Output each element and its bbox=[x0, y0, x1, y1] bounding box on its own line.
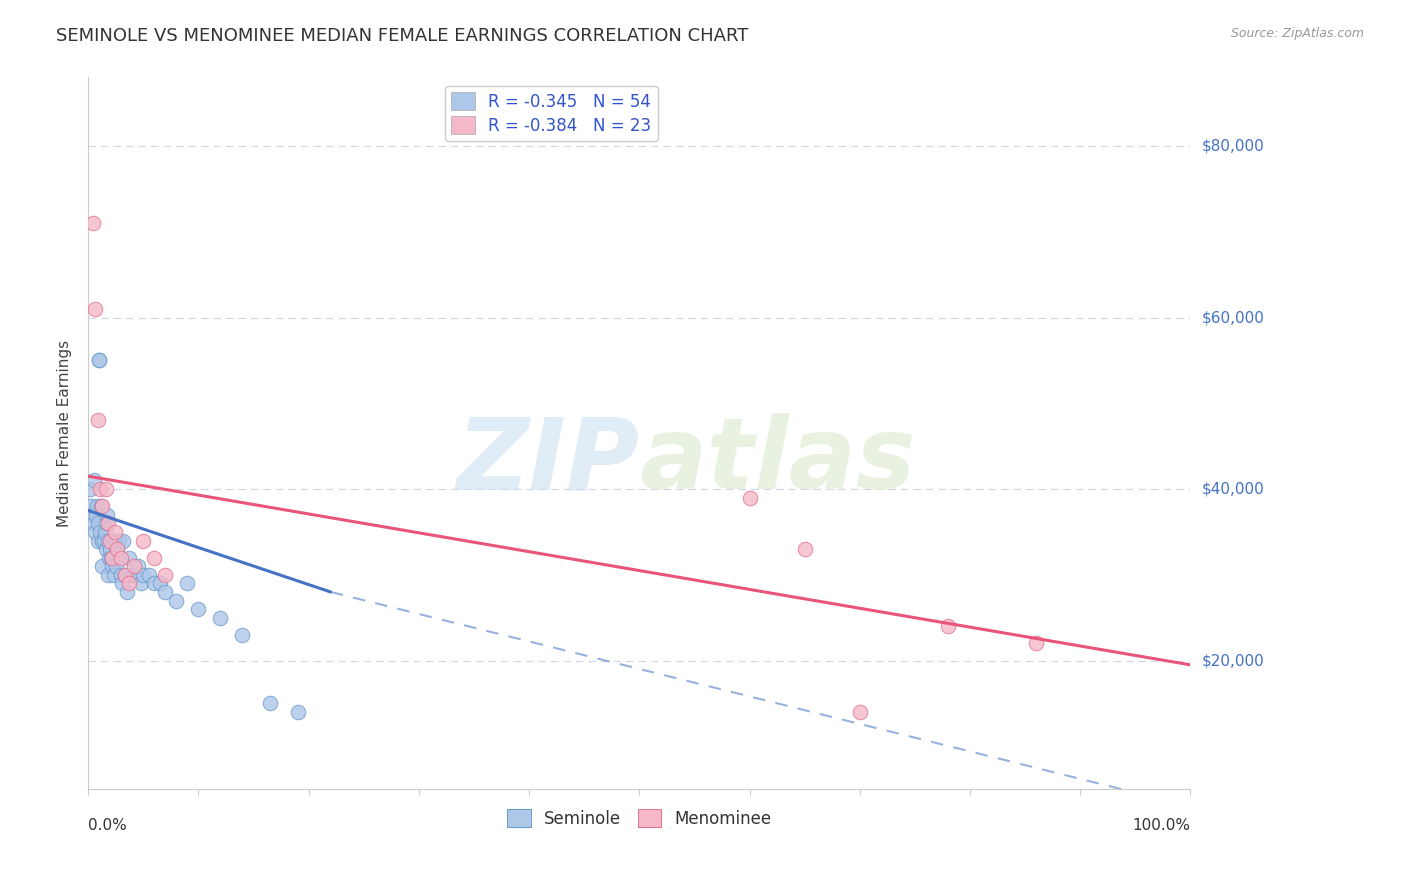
Point bbox=[138, 567, 160, 582]
Point bbox=[80, 500, 103, 514]
Point bbox=[98, 533, 121, 548]
Point bbox=[132, 533, 155, 548]
Point bbox=[936, 619, 959, 633]
Text: $60,000: $60,000 bbox=[1202, 310, 1264, 325]
Point bbox=[89, 353, 111, 368]
Point bbox=[100, 550, 122, 565]
Point bbox=[124, 559, 146, 574]
Point bbox=[121, 567, 143, 582]
Point bbox=[104, 559, 127, 574]
Point bbox=[114, 567, 136, 582]
Point bbox=[89, 524, 111, 539]
Point bbox=[176, 576, 198, 591]
Point bbox=[91, 500, 114, 514]
Point bbox=[91, 559, 114, 574]
Point bbox=[118, 576, 141, 591]
Text: $20,000: $20,000 bbox=[1202, 653, 1264, 668]
Text: 0.0%: 0.0% bbox=[89, 818, 127, 833]
Point bbox=[93, 524, 115, 539]
Y-axis label: Median Female Earnings: Median Female Earnings bbox=[58, 340, 72, 527]
Text: $40,000: $40,000 bbox=[1202, 482, 1264, 497]
Point bbox=[93, 533, 115, 548]
Point bbox=[793, 542, 815, 557]
Point bbox=[84, 508, 107, 522]
Point bbox=[112, 533, 135, 548]
Point bbox=[94, 516, 117, 531]
Point bbox=[83, 524, 105, 539]
Point bbox=[129, 576, 152, 591]
Point bbox=[124, 567, 146, 582]
Point bbox=[90, 500, 112, 514]
Point bbox=[86, 500, 108, 514]
Point bbox=[104, 524, 127, 539]
Point bbox=[143, 550, 166, 565]
Point bbox=[111, 576, 134, 591]
Text: ZIP: ZIP bbox=[457, 413, 640, 510]
Point bbox=[155, 585, 177, 599]
Point bbox=[97, 567, 120, 582]
Point bbox=[143, 576, 166, 591]
Point bbox=[96, 508, 118, 522]
Point bbox=[738, 491, 761, 505]
Point bbox=[97, 516, 120, 531]
Point bbox=[94, 482, 117, 496]
Point bbox=[91, 533, 114, 548]
Point bbox=[89, 353, 111, 368]
Point bbox=[103, 567, 125, 582]
Text: 100.0%: 100.0% bbox=[1132, 818, 1191, 833]
Point bbox=[114, 567, 136, 582]
Point bbox=[105, 542, 128, 557]
Point bbox=[149, 576, 172, 591]
Point bbox=[87, 413, 110, 427]
Point bbox=[187, 602, 209, 616]
Point bbox=[101, 559, 124, 574]
Point bbox=[104, 533, 127, 548]
Point bbox=[155, 567, 177, 582]
Point bbox=[82, 508, 104, 522]
Legend: Seminole, Menominee: Seminole, Menominee bbox=[501, 803, 778, 834]
Point bbox=[98, 542, 121, 557]
Text: SEMINOLE VS MENOMINEE MEDIAN FEMALE EARNINGS CORRELATION CHART: SEMINOLE VS MENOMINEE MEDIAN FEMALE EARN… bbox=[56, 27, 748, 45]
Point bbox=[849, 705, 872, 719]
Point bbox=[101, 550, 124, 565]
Point bbox=[259, 697, 281, 711]
Point bbox=[165, 593, 187, 607]
Point bbox=[87, 516, 110, 531]
Text: atlas: atlas bbox=[640, 413, 915, 510]
Point bbox=[132, 567, 155, 582]
Point bbox=[83, 301, 105, 316]
Point bbox=[79, 482, 101, 496]
Text: Source: ZipAtlas.com: Source: ZipAtlas.com bbox=[1230, 27, 1364, 40]
Point bbox=[115, 585, 138, 599]
Point bbox=[87, 533, 110, 548]
Point bbox=[82, 216, 104, 230]
Point bbox=[118, 550, 141, 565]
Point bbox=[108, 533, 131, 548]
Point bbox=[98, 550, 121, 565]
Point bbox=[94, 542, 117, 557]
Point bbox=[97, 533, 120, 548]
Point bbox=[209, 610, 232, 624]
Text: $80,000: $80,000 bbox=[1202, 138, 1264, 153]
Point bbox=[89, 482, 111, 496]
Point bbox=[105, 542, 128, 557]
Point bbox=[1025, 636, 1047, 650]
Point bbox=[231, 628, 253, 642]
Point bbox=[83, 474, 105, 488]
Point bbox=[127, 559, 149, 574]
Point bbox=[83, 516, 105, 531]
Point bbox=[287, 705, 309, 719]
Point bbox=[110, 550, 132, 565]
Point bbox=[110, 567, 132, 582]
